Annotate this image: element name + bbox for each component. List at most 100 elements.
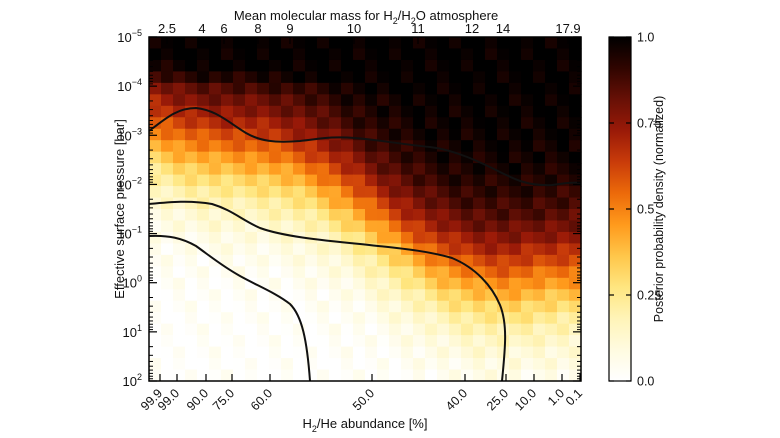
heatmap-cell [473,243,486,256]
heatmap-cell [221,312,234,325]
heatmap-cell [401,323,414,336]
heatmap-cell [533,37,546,50]
heatmap-cell [389,312,402,325]
heatmap-cell [545,163,558,176]
heatmap-cell [365,151,378,164]
heatmap-cell [233,358,246,371]
heatmap-cell [233,300,246,313]
heatmap-cell [377,186,390,199]
heatmap-cell [425,220,438,233]
heatmap-cell [485,335,498,348]
heatmap-cell [509,140,522,153]
heatmap-cell [221,105,234,118]
heatmap-cell [269,312,282,325]
heatmap-cell [377,346,390,359]
heatmap-cell [269,346,282,359]
heatmap-cell [233,82,246,95]
heatmap-cell [521,105,534,118]
heatmap-cell [461,312,474,325]
heatmap-cell [281,59,294,72]
heatmap-cell [437,186,450,199]
heatmap-cell [545,243,558,256]
heatmap-cell [521,277,534,290]
heatmap-cell [473,71,486,84]
heatmap-cell [521,37,534,50]
heatmap-cell [473,254,486,267]
heatmap-cell [533,140,546,153]
heatmap-cell [533,358,546,371]
heatmap-cell [173,323,186,336]
heatmap-cell [449,48,462,61]
heatmap-cell [377,163,390,176]
heatmap-cell [401,186,414,199]
heatmap-cell [521,48,534,61]
heatmap-cell [257,358,270,371]
heatmap-cell [521,197,534,210]
heatmap-cell [461,140,474,153]
heatmap-cell [545,71,558,84]
heatmap-cell [521,186,534,199]
heatmap-cell [257,231,270,244]
heatmap-cell [173,358,186,371]
heatmap-cell [545,209,558,222]
heatmap-cell [365,335,378,348]
heatmap-cell [281,254,294,267]
heatmap-cell [461,186,474,199]
heatmap-cell [569,82,582,95]
heatmap-cell [209,243,222,256]
heatmap-cell [425,266,438,279]
heatmap-cell [413,82,426,95]
heatmap-cell [353,186,366,199]
heatmap-cell [377,48,390,61]
heatmap-cell [389,220,402,233]
heatmap-cell [365,128,378,141]
x-tick-label: 90.0 [184,386,211,413]
heatmap-cell [149,105,162,118]
heatmap-cell [317,254,330,267]
heatmap-cell [173,312,186,325]
heatmap-cell [425,174,438,187]
heatmap-cell [509,243,522,256]
heatmap-cell [521,289,534,302]
heatmap-cell [497,231,510,244]
heatmap-cell [569,231,582,244]
heatmap-cell [293,71,306,84]
heatmap-cell [161,140,174,153]
heatmap-cell [569,254,582,267]
heatmap-cell [317,71,330,84]
heatmap-cell [401,140,414,153]
heatmap-cell [281,71,294,84]
heatmap-cell [425,369,438,382]
heatmap-cell [341,243,354,256]
heatmap-cell [317,300,330,313]
heatmap-cell [353,243,366,256]
heatmap-cell [413,197,426,210]
heatmap-cell [401,312,414,325]
heatmap-cell [293,117,306,130]
heatmap-cell [461,300,474,313]
heatmap-cell [461,197,474,210]
heatmap-cell [497,335,510,348]
heatmap-cell [509,289,522,302]
heatmap-cell [461,71,474,84]
heatmap-cell [473,231,486,244]
heatmap-cell [461,209,474,222]
heatmap-cell [413,220,426,233]
heatmap-cell [269,369,282,382]
heatmap-cell [233,163,246,176]
heatmap-cell [533,335,546,348]
heatmap-cell [293,266,306,279]
heatmap-cell [437,254,450,267]
top-tick-label: 12 [465,21,479,36]
heatmap-cell [545,346,558,359]
heatmap-cell [161,186,174,199]
heatmap-cell [305,71,318,84]
heatmap-cell [473,140,486,153]
heatmap-cell [569,243,582,256]
heatmap-cell [341,369,354,382]
heatmap-cell [521,243,534,256]
heatmap-cell [509,220,522,233]
heatmap-cell [497,59,510,72]
heatmap-cell [437,48,450,61]
heatmap-cell [209,82,222,95]
